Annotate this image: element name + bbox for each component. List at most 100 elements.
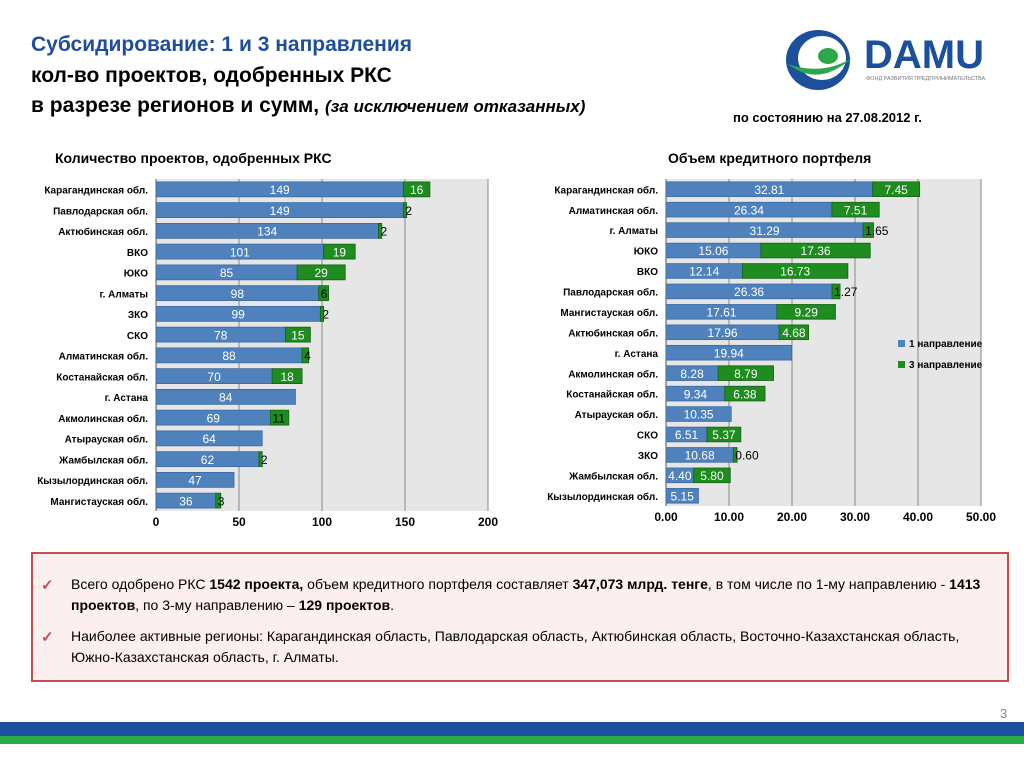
data-label-dir3: 2 (405, 204, 412, 218)
category-label: г. Алматы (609, 226, 658, 237)
category-label: Кызылординская обл. (547, 491, 658, 503)
category-label: Жамбылская обл. (58, 454, 148, 466)
x-tick-label: 10.00 (714, 510, 744, 524)
data-label-dir3: 5.37 (712, 428, 736, 442)
data-label-dir1: 149 (270, 204, 290, 218)
category-label: ЗКО (128, 310, 148, 321)
data-label-dir3: 2 (261, 453, 268, 467)
category-label: г. Алматы (99, 289, 148, 300)
legend-swatch (898, 361, 905, 368)
data-label-dir3: 4.68 (782, 326, 806, 340)
bar-dir3 (402, 202, 408, 218)
category-label: Мангистауская обл. (50, 496, 148, 508)
chart-title-projects: Количество проектов, одобренных РКС (55, 150, 332, 166)
data-label-dir1: 8.28 (680, 367, 704, 381)
as-of-date: по состоянию на 27.08.2012 г. (733, 110, 922, 125)
data-label-dir3: 3 (218, 494, 225, 508)
bar-dir3 (831, 201, 880, 218)
subtitle-text: в разрезе регионов и сумм, (31, 94, 320, 117)
bar-dir1 (665, 344, 793, 361)
page-title: Субсидирование: 1 и 3 направления (31, 33, 412, 56)
data-label-dir3: 7.45 (884, 183, 908, 197)
data-label-dir3: 18 (280, 370, 294, 384)
data-label-dir3: 4 (304, 349, 311, 363)
data-label-dir3: 16.73 (780, 265, 810, 279)
data-label-dir1: 85 (220, 266, 234, 280)
footer-stripe-blue (0, 722, 1024, 736)
bar-dir3 (215, 492, 222, 509)
category-label: Карагандинская обл. (44, 185, 148, 197)
subtitle-note: (за исключением отказанных) (324, 97, 586, 116)
data-label-dir1: 149 (270, 183, 290, 197)
bar-dir3 (717, 365, 774, 381)
category-label: Алматинская обл. (59, 351, 149, 363)
bar-dir3 (724, 385, 766, 402)
check-icon: ✓ (41, 577, 54, 594)
category-label: Жамбылская обл. (568, 470, 658, 482)
data-label-dir1: 62 (201, 453, 215, 467)
data-label-dir3: 0.60 (735, 449, 759, 463)
category-label: Костанайская обл. (566, 389, 658, 401)
category-label: Павлодарская обл. (53, 205, 148, 217)
data-label-dir3: 8.79 (734, 367, 758, 381)
category-label: Атырауская обл. (65, 434, 149, 446)
legend-label: 1 направление (909, 339, 983, 350)
x-tick-label: 150 (395, 515, 415, 529)
data-label-dir1: 64 (202, 432, 216, 446)
summary-item-total: ✓ Всего одобрено РКС 1542 проекта, объем… (41, 574, 991, 616)
page-number: 3 (1000, 706, 1008, 721)
data-label-dir3: 9.29 (795, 306, 819, 320)
data-label-dir1: 15.06 (698, 244, 728, 258)
data-label-dir3: 1.27 (834, 285, 858, 299)
data-label-dir3: 11 (273, 411, 286, 425)
category-label: Актюбинская обл. (568, 327, 658, 339)
data-label-dir1: 134 (257, 225, 277, 239)
bar-dir3 (296, 264, 346, 281)
data-label-dir1: 78 (214, 328, 228, 342)
category-label: ЮКО (124, 269, 148, 280)
bar-dir3 (693, 467, 731, 484)
data-label-dir3: 6.38 (733, 387, 757, 401)
data-label-dir1: 17.96 (708, 326, 738, 340)
bar-dir3 (402, 181, 431, 198)
x-tick-label: 0.00 (654, 510, 678, 524)
bar-dir3 (760, 242, 871, 259)
bar-dir3 (270, 409, 290, 426)
category-label: Кызылординская обл. (37, 475, 148, 487)
chart-title-portfolio: Объем кредитного портфеля (668, 150, 872, 166)
bar-dir3 (258, 451, 263, 467)
x-tick-label: 100 (312, 515, 332, 529)
x-tick-label: 50 (232, 515, 246, 529)
bar-dir1 (665, 488, 699, 504)
footer-stripe-green (0, 736, 1024, 744)
data-label-dir1: 17.61 (706, 306, 736, 320)
category-label: Актюбинская обл. (58, 226, 148, 238)
summary-text-regions: Наиболее активные регионы: Карагандинска… (71, 628, 960, 665)
category-label: Алматинская обл. (569, 205, 659, 217)
category-label: Павлодарская обл. (563, 287, 658, 299)
data-label-dir1: 10.68 (685, 449, 715, 463)
data-label-dir1: 84 (219, 391, 233, 405)
x-tick-label: 0 (153, 515, 160, 529)
bar-dir3 (831, 283, 841, 300)
bar-dir3 (319, 306, 325, 322)
data-label-dir1: 6.51 (675, 428, 699, 442)
bar-dir3 (862, 222, 874, 238)
category-label: г. Астана (615, 349, 659, 360)
data-label-dir1: 5.15 (671, 489, 695, 503)
check-icon: ✓ (41, 629, 54, 646)
data-label-dir1: 10.35 (684, 408, 714, 422)
bar-dir3 (778, 324, 810, 341)
bar-dir3 (872, 181, 921, 197)
category-label: Акмолинская обл. (58, 413, 148, 425)
data-label-dir1: 101 (230, 245, 250, 259)
legend-swatch (898, 340, 905, 347)
category-label: Мангистауская обл. (560, 307, 658, 319)
data-label-dir3: 19 (333, 245, 347, 259)
data-label-dir3: 29 (314, 266, 328, 280)
bar-dir3 (742, 263, 849, 279)
charts-canvas: 0 50 100 150 200 Карагандинская обл. 149 16 Павл… (37, 179, 996, 529)
category-label: ЮКО (634, 247, 658, 258)
data-label-dir3: 2 (322, 308, 329, 322)
data-label-dir1: 26.36 (734, 285, 764, 299)
